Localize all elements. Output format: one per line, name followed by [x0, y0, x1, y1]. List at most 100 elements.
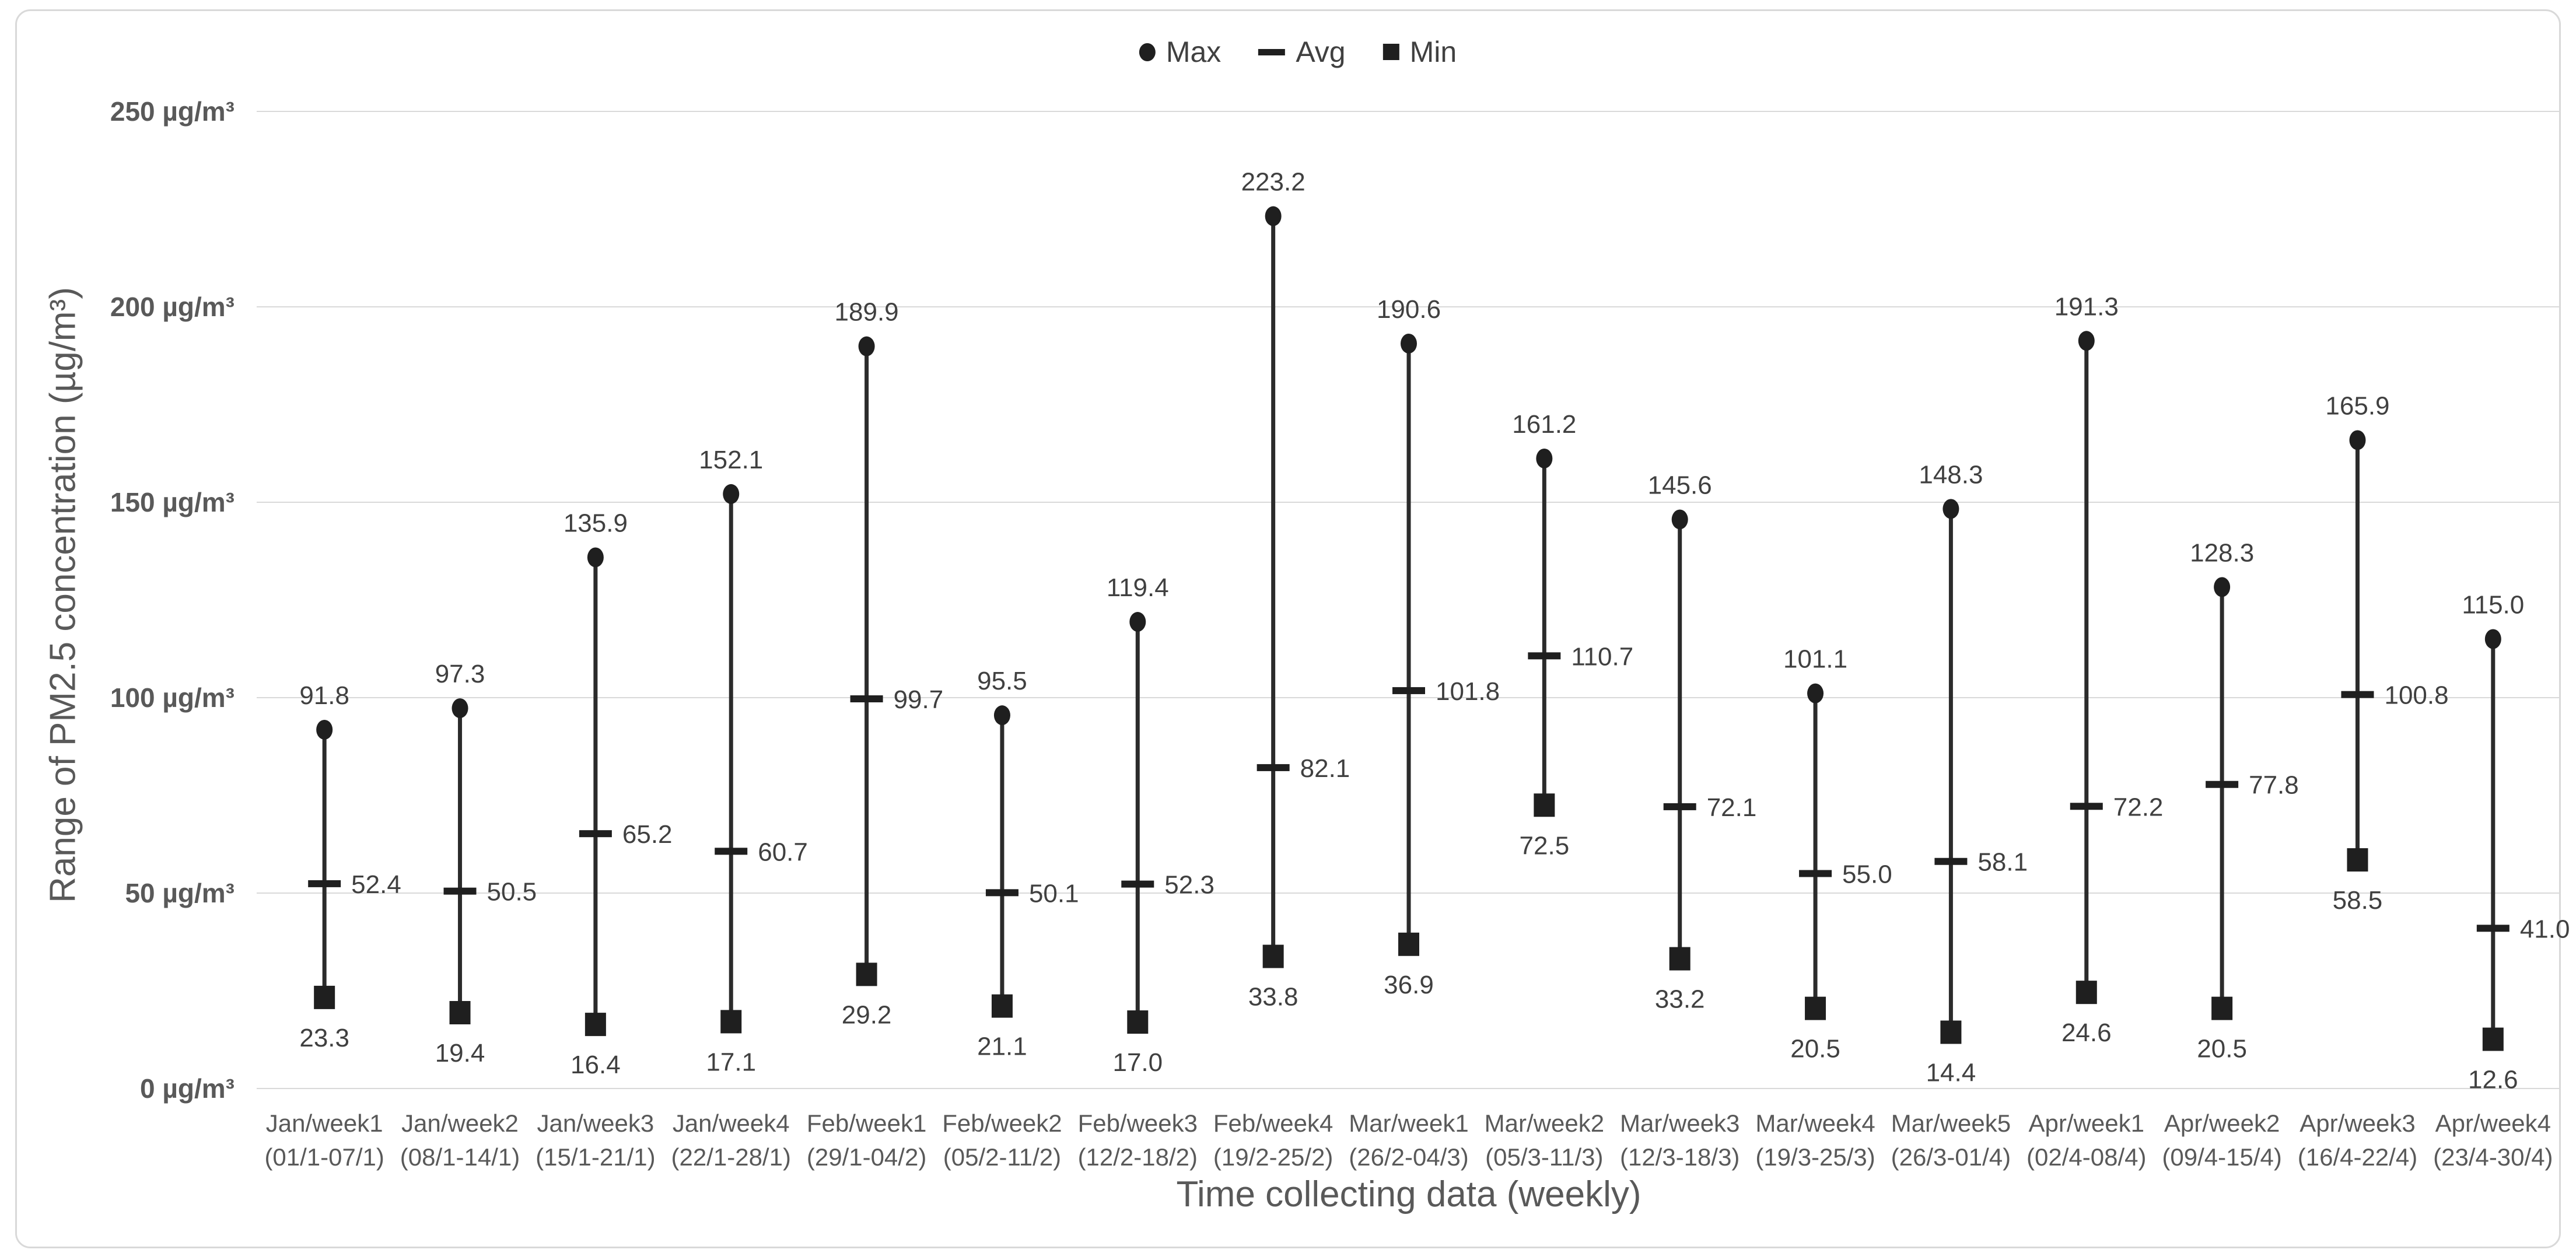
series-feb-week2: 95.5 50.1 21.1 Feb/week2 (05/2-11/2): [942, 667, 1079, 1171]
min-label: 21.1: [977, 1032, 1027, 1061]
avg-marker: [1934, 858, 1968, 865]
max-marker: [1671, 509, 1688, 530]
avg-label: 99.7: [894, 685, 944, 714]
avg-marker: [1799, 870, 1832, 877]
legend-item-avg: Avg: [1258, 35, 1346, 69]
avg-label: 55.0: [1842, 860, 1892, 889]
x-tick-week: Jan/week1: [266, 1110, 383, 1137]
min-marker: [2482, 1027, 2504, 1051]
min-label: 29.2: [842, 1000, 892, 1029]
max-marker: [1265, 206, 1282, 226]
max-marker: [1807, 683, 1824, 704]
min-marker: [314, 985, 335, 1009]
series-jan-week4: 152.1 60.7 17.1 Jan/week4 (22/1-28/1): [671, 446, 808, 1171]
max-marker: [2078, 331, 2095, 351]
min-marker: [720, 1010, 742, 1034]
max-marker: [1129, 612, 1146, 632]
max-label: 223.2: [1241, 168, 1306, 197]
x-axis-title: Time collecting data (weekly): [1176, 1174, 1642, 1214]
x-tick-week: Jan/week2: [401, 1110, 519, 1137]
max-marker: [452, 698, 468, 719]
max-marker: [2484, 629, 2501, 649]
min-marker: [1940, 1020, 1962, 1044]
y-axis-title: Range of PM2.5 concentration (µg/m³): [43, 287, 83, 903]
avg-marker: [985, 889, 1019, 897]
avg-marker: [1121, 880, 1154, 888]
max-label: 135.9: [564, 509, 628, 537]
max-label: 128.3: [2190, 538, 2254, 567]
x-tick-week: Mar/week3: [1620, 1110, 1740, 1137]
legend-item-min: Min: [1382, 35, 1457, 69]
x-tick-week: Jan/week3: [537, 1110, 654, 1137]
min-marker: [2347, 848, 2368, 872]
x-tick-week: Feb/week2: [942, 1110, 1062, 1137]
x-tick-dates: (15/1-21/1): [536, 1143, 655, 1171]
avg-marker: [308, 880, 341, 887]
min-label: 17.1: [706, 1048, 756, 1076]
x-tick-week: Feb/week1: [807, 1110, 926, 1137]
x-tick-dates: (29/1-04/2): [807, 1143, 926, 1171]
series-feb-week4: 223.2 82.1 33.8 Feb/week4 (19/2-25/2): [1213, 168, 1350, 1171]
x-tick-dates: (05/2-11/2): [943, 1143, 1061, 1171]
min-marker: [1669, 947, 1690, 971]
x-tick-week: Mar/week1: [1349, 1110, 1468, 1137]
avg-label: 50.1: [1029, 879, 1079, 908]
avg-marker: [2476, 925, 2510, 932]
avg-label: 58.1: [1978, 848, 2028, 877]
x-tick-dates: (12/2-18/2): [1078, 1143, 1198, 1171]
y-tick-label: 0 µg/m³: [140, 1073, 235, 1104]
legend-label-avg: Avg: [1296, 36, 1346, 68]
x-tick-dates: (19/3-25/3): [1755, 1143, 1875, 1171]
min-label: 14.4: [1926, 1059, 1976, 1087]
series-feb-week1: 189.9 99.7 29.2 Feb/week1 (29/1-04/2): [807, 298, 943, 1171]
x-tick-week: Apr/week3: [2300, 1110, 2415, 1137]
avg-marker: [1663, 803, 1696, 810]
series-apr-week3: 165.9 100.8 58.5 Apr/week3 (16/4-22/4): [2298, 391, 2449, 1171]
avg-label: 50.5: [487, 878, 537, 907]
x-tick-dates: (02/4-08/4): [2027, 1143, 2146, 1171]
y-tick-label: 100 µg/m³: [110, 682, 235, 713]
y-tick-label: 250 µg/m³: [110, 96, 235, 127]
avg-label: 52.3: [1164, 871, 1214, 900]
series-jan-week2: 97.3 50.5 19.4 Jan/week2 (08/1-14/1): [400, 660, 537, 1171]
legend-item-max: Max: [1139, 35, 1221, 69]
min-marker: [584, 1013, 606, 1037]
avg-label: 52.4: [351, 870, 401, 899]
x-tick-dates: (09/4-15/4): [2162, 1143, 2281, 1171]
avg-marker: [1256, 764, 1290, 771]
series-mar-week5: 148.3 58.1 14.4 Mar/week5 (26/3-01/4): [1891, 460, 2028, 1171]
avg-label: 65.2: [622, 820, 673, 849]
min-marker: [1262, 944, 1284, 968]
max-label: 191.3: [2054, 292, 2119, 321]
x-tick-week: Mar/week5: [1891, 1110, 2011, 1137]
min-label: 33.2: [1655, 985, 1705, 1014]
x-tick-week: Feb/week4: [1213, 1110, 1333, 1137]
min-label: 36.9: [1384, 971, 1434, 999]
x-tick-dates: (05/3-11/3): [1485, 1143, 1603, 1171]
avg-marker: [1528, 652, 1561, 660]
min-label: 20.5: [2197, 1035, 2247, 1063]
avg-marker: [1392, 687, 1425, 694]
series-jan-week3: 135.9 65.2 16.4 Jan/week3 (15/1-21/1): [536, 509, 672, 1171]
min-label: 17.0: [1112, 1048, 1163, 1077]
min-label: 58.5: [2333, 886, 2383, 915]
min-marker-icon: [1382, 44, 1399, 60]
avg-label: 101.8: [1436, 677, 1500, 706]
min-marker: [2076, 981, 2097, 1005]
avg-label: 110.7: [1571, 642, 1633, 671]
max-label: 145.6: [1648, 471, 1712, 499]
min-label: 12.6: [2468, 1066, 2518, 1094]
max-label: 91.8: [299, 681, 349, 710]
max-label: 190.6: [1377, 295, 1441, 324]
max-marker: [316, 719, 333, 740]
series-mar-week3: 145.6 72.1 33.2 Mar/week3 (12/3-18/3): [1620, 471, 1756, 1171]
x-tick-week: Mar/week2: [1485, 1110, 1604, 1137]
x-tick-week: Jan/week4: [673, 1110, 790, 1137]
series-mar-week1: 190.6 101.8 36.9 Mar/week1 (26/2-04/3): [1349, 295, 1500, 1171]
max-marker: [723, 484, 740, 504]
x-tick-week: Feb/week3: [1078, 1110, 1198, 1137]
max-label: 152.1: [699, 446, 763, 474]
series-jan-week1: 91.8 52.4 23.3 Jan/week1 (01/1-07/1): [264, 681, 401, 1171]
avg-marker: [579, 830, 612, 838]
